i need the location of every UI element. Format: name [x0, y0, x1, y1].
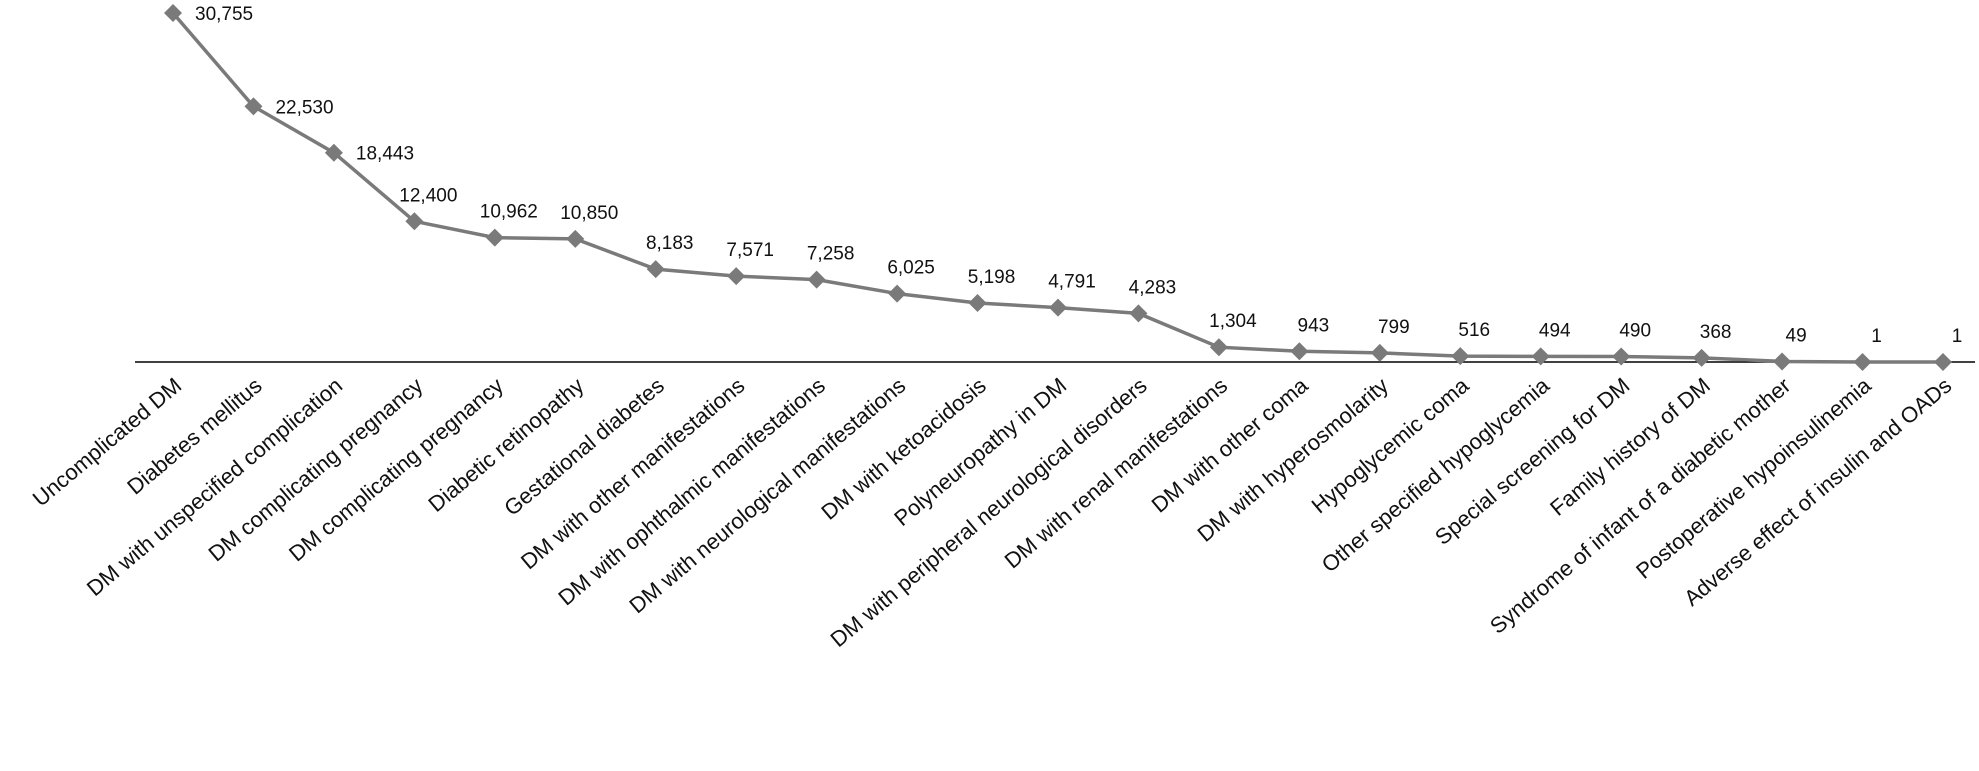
- value-label: 490: [1619, 320, 1651, 341]
- marker: [164, 4, 182, 22]
- value-label: 7,258: [807, 244, 855, 265]
- marker: [1934, 352, 1952, 371]
- marker: [244, 97, 263, 116]
- marker: [1129, 304, 1148, 323]
- value-label: 1: [1952, 326, 1963, 347]
- marker: [1692, 348, 1711, 367]
- value-label: 12,400: [399, 185, 457, 206]
- value-label: 30,755: [195, 4, 253, 25]
- marker: [1451, 347, 1470, 366]
- marker: [968, 294, 987, 313]
- value-label: 1: [1871, 326, 1882, 347]
- marker: [1612, 347, 1631, 366]
- marker: [485, 228, 504, 247]
- marker: [1370, 343, 1389, 362]
- value-label: 7,571: [726, 240, 774, 261]
- value-label: 10,850: [560, 203, 618, 224]
- value-label: 49: [1786, 325, 1807, 346]
- marker: [566, 229, 585, 248]
- marker: [405, 212, 424, 231]
- value-label: 799: [1378, 317, 1410, 338]
- category-label: Uncomplicated DM: [28, 373, 186, 512]
- marker: [807, 270, 826, 289]
- marker: [888, 284, 907, 303]
- value-label: 10,962: [480, 202, 538, 223]
- marker: [1290, 342, 1309, 361]
- value-label: 494: [1539, 320, 1571, 341]
- marker: [1531, 347, 1550, 366]
- value-label: 5,198: [968, 267, 1016, 288]
- value-label: 4,283: [1129, 277, 1177, 298]
- value-label: 8,183: [646, 233, 694, 254]
- value-label: 516: [1458, 320, 1490, 341]
- value-label: 22,530: [275, 97, 333, 118]
- value-label: 1,304: [1209, 311, 1257, 332]
- value-label: 6,025: [887, 258, 935, 279]
- marker: [1209, 338, 1228, 357]
- value-label: 943: [1298, 315, 1330, 336]
- marker: [1049, 298, 1067, 317]
- value-label: 4,791: [1048, 272, 1096, 293]
- category-label: Syndrome of infant of a diabetic mother: [1485, 373, 1795, 639]
- marker: [646, 260, 665, 279]
- value-label: 18,443: [356, 144, 414, 165]
- marker: [1773, 352, 1792, 371]
- marker: [324, 143, 343, 162]
- value-label: 368: [1700, 322, 1732, 343]
- category-label: Diabetes mellitus: [122, 373, 266, 500]
- marker: [727, 267, 746, 286]
- marker: [1853, 352, 1872, 371]
